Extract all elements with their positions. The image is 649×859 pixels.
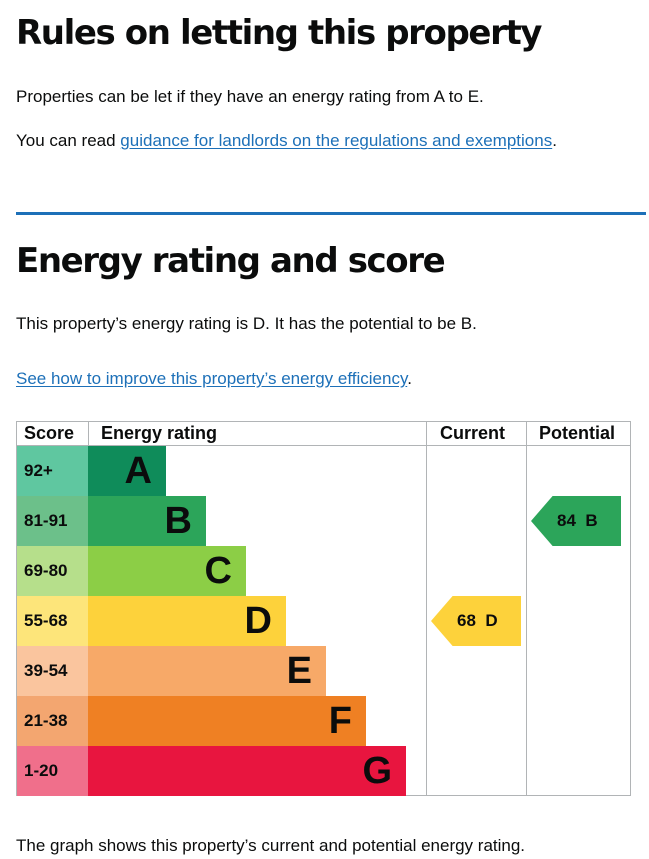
current-rating-arrow: 68 D [431,596,521,646]
rating-letter-a: A [124,450,152,492]
current-rating-arrow-shape [431,596,521,646]
improve-suffix: . [407,369,412,388]
score-range-g: 1-20 [17,746,88,796]
score-range-b: 81-91 [17,496,88,546]
current-rating-arrow-label: 68 D [457,611,498,630]
guidance-text: You can read guidance for landlords on t… [16,131,557,151]
potential-rating-arrow: 84 B [531,496,621,546]
potential-rating-arrow-shape [531,496,621,546]
score-range-c: 69-80 [17,546,88,596]
rating-letter-b: B [164,500,192,542]
column-header-potential: Potential [539,423,616,443]
rating-band-a: A [88,446,166,496]
score-column-divider [88,421,89,446]
rating-band-g: G [88,746,406,796]
rating-letter-d: D [244,600,272,642]
rating-letter-c: C [204,550,232,592]
section-divider [16,212,646,215]
current-column-divider [426,421,427,796]
header-divider [16,445,631,446]
potential-rating-arrow-label: 84 B [557,511,598,530]
guidance-link[interactable]: guidance for landlords on the regulation… [120,131,553,150]
column-header-current: Current [440,423,506,443]
rating-band-b: B [88,496,206,546]
rating-letter-e: E [286,650,312,692]
guidance-suffix: . [552,131,557,150]
energy-heading: Energy rating and score [16,241,446,281]
rating-band-f: F [88,696,366,746]
rules-heading: Rules on letting this property [16,13,542,53]
score-range-e: 39-54 [17,646,88,696]
rating-band-c: C [88,546,246,596]
energy-rating-chart: Score Energy rating Current Potential 92… [16,421,631,796]
rules-paragraph: Properties can be let if they have an en… [16,87,484,106]
score-range-a: 92+ [17,446,88,496]
chart-footnote: The graph shows this property’s current … [16,836,526,855]
score-range-f: 21-38 [17,696,88,746]
improve-text: See how to improve this property’s energ… [16,369,412,389]
rating-band-e: E [88,646,326,696]
improve-efficiency-link[interactable]: See how to improve this property’s energ… [16,369,408,388]
energy-summary: This property’s energy rating is D. It h… [16,314,477,333]
column-header-score: Score [24,423,75,443]
guidance-prefix: You can read [16,131,121,150]
potential-column-divider [526,421,527,796]
rating-band-d: D [88,596,286,646]
column-header-rating: Energy rating [101,423,218,443]
rating-letter-g: G [362,750,392,792]
rating-letter-f: F [328,700,352,742]
score-range-d: 55-68 [17,596,88,646]
